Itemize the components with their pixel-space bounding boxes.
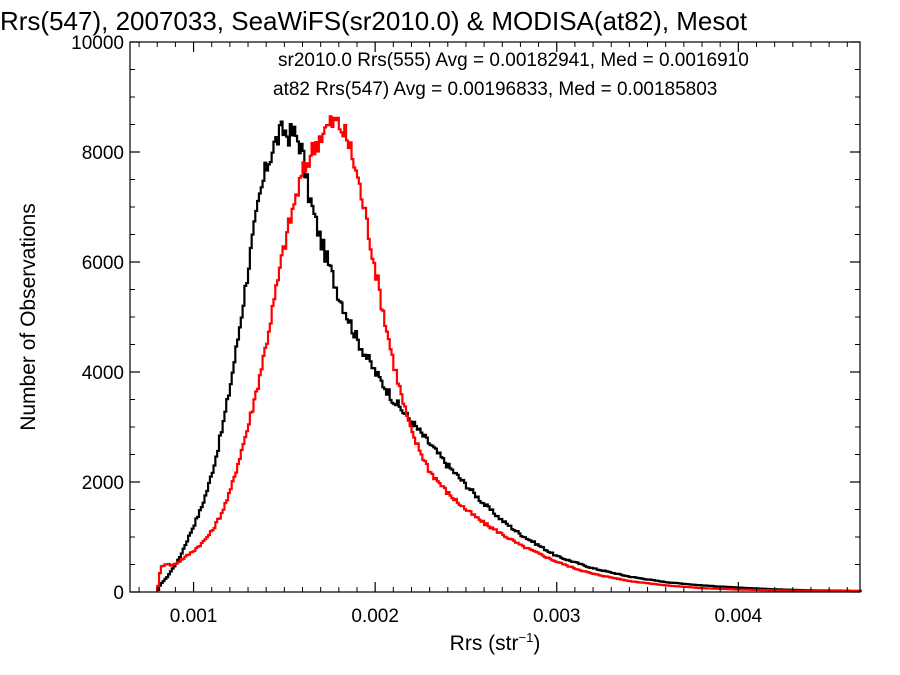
annotation-at82-stats: at82 Rrs(547) Avg = 0.00196833, Med = 0.… — [273, 79, 717, 100]
y-tick-label: 8000 — [82, 143, 124, 164]
y-tick-label: 10000 — [71, 33, 124, 54]
y-tick-label: 6000 — [82, 253, 124, 274]
x-tick-label: 0.004 — [715, 606, 763, 627]
x-axis-label: Rrs (str−1) — [450, 630, 541, 655]
y-axis-ticks: 0 2000 4000 6000 8000 10000 — [71, 33, 860, 604]
chart-title: Rrs(547), 2007033, SeaWiFS(sr2010.0) & M… — [0, 6, 748, 36]
annotation-sr2010-stats: sr2010.0 Rrs(555) Avg = 0.00182941, Med … — [278, 50, 749, 71]
x-axis-ticks: 0.001 0.002 0.003 0.004 — [138, 42, 848, 627]
y-tick-label: 4000 — [82, 363, 124, 384]
plot-frame — [129, 41, 861, 593]
x-axis-label-exponent: −1 — [519, 630, 534, 645]
y-tick-label: 2000 — [82, 473, 124, 494]
series-sr2010-line — [156, 120, 862, 593]
y-tick-label: 0 — [113, 583, 124, 604]
x-tick-label: 0.002 — [351, 606, 399, 627]
x-tick-label: 0.003 — [533, 606, 581, 627]
series-at82-line — [156, 115, 862, 593]
y-axis-label: Number of Observations — [17, 203, 40, 431]
x-tick-label: 0.001 — [170, 606, 218, 627]
x-axis-label-close: ) — [533, 632, 540, 655]
x-axis-label-text: Rrs (str — [450, 632, 519, 655]
